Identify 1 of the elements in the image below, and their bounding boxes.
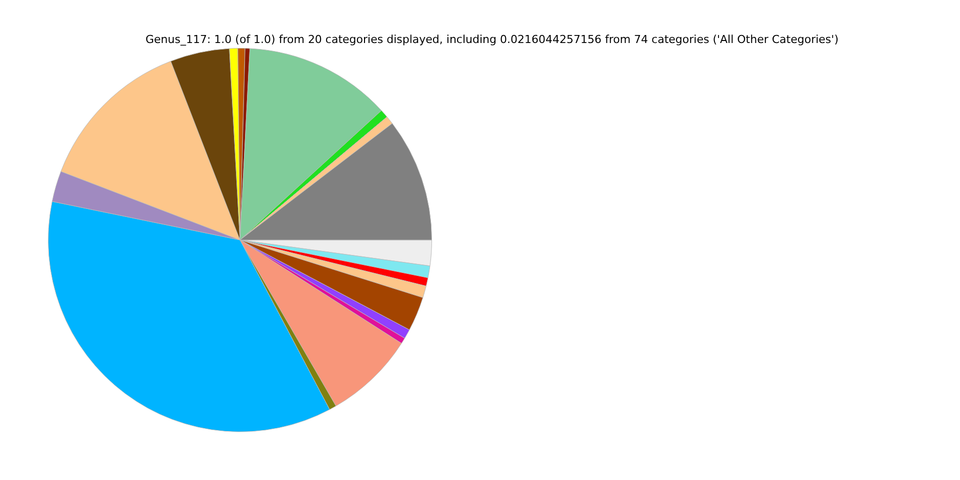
text: Genus_117: 1.0 (of 1.0) from 20 categories displayed, including 0.0216044257156 from 74 categories ('All Other Categories') [146, 32, 838, 46]
